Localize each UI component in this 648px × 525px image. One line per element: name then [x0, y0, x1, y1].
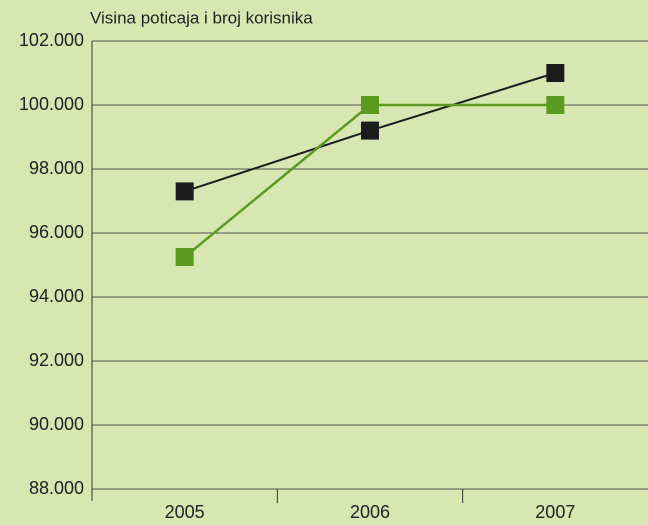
y-tick-label: 90.000 — [29, 414, 84, 434]
y-tick-label: 100.000 — [19, 94, 84, 114]
marker — [175, 182, 194, 201]
x-tick-label: 2006 — [350, 502, 390, 522]
y-tick-label: 96.000 — [29, 222, 84, 242]
x-tick-label: 2007 — [535, 502, 575, 522]
y-tick-label: 88.000 — [29, 478, 84, 498]
y-tick-label: 92.000 — [29, 350, 84, 370]
marker — [175, 248, 194, 266]
y-tick-label: 98.000 — [29, 158, 84, 178]
x-tick-label: 2005 — [165, 502, 205, 522]
y-tick-label: 94.000 — [29, 286, 84, 306]
chart-title: Visina poticaja i broj korisnika — [90, 8, 313, 27]
marker — [546, 64, 565, 82]
y-tick-label: 102.000 — [19, 30, 84, 50]
marker — [361, 121, 379, 140]
marker — [546, 96, 565, 114]
marker — [361, 96, 379, 114]
